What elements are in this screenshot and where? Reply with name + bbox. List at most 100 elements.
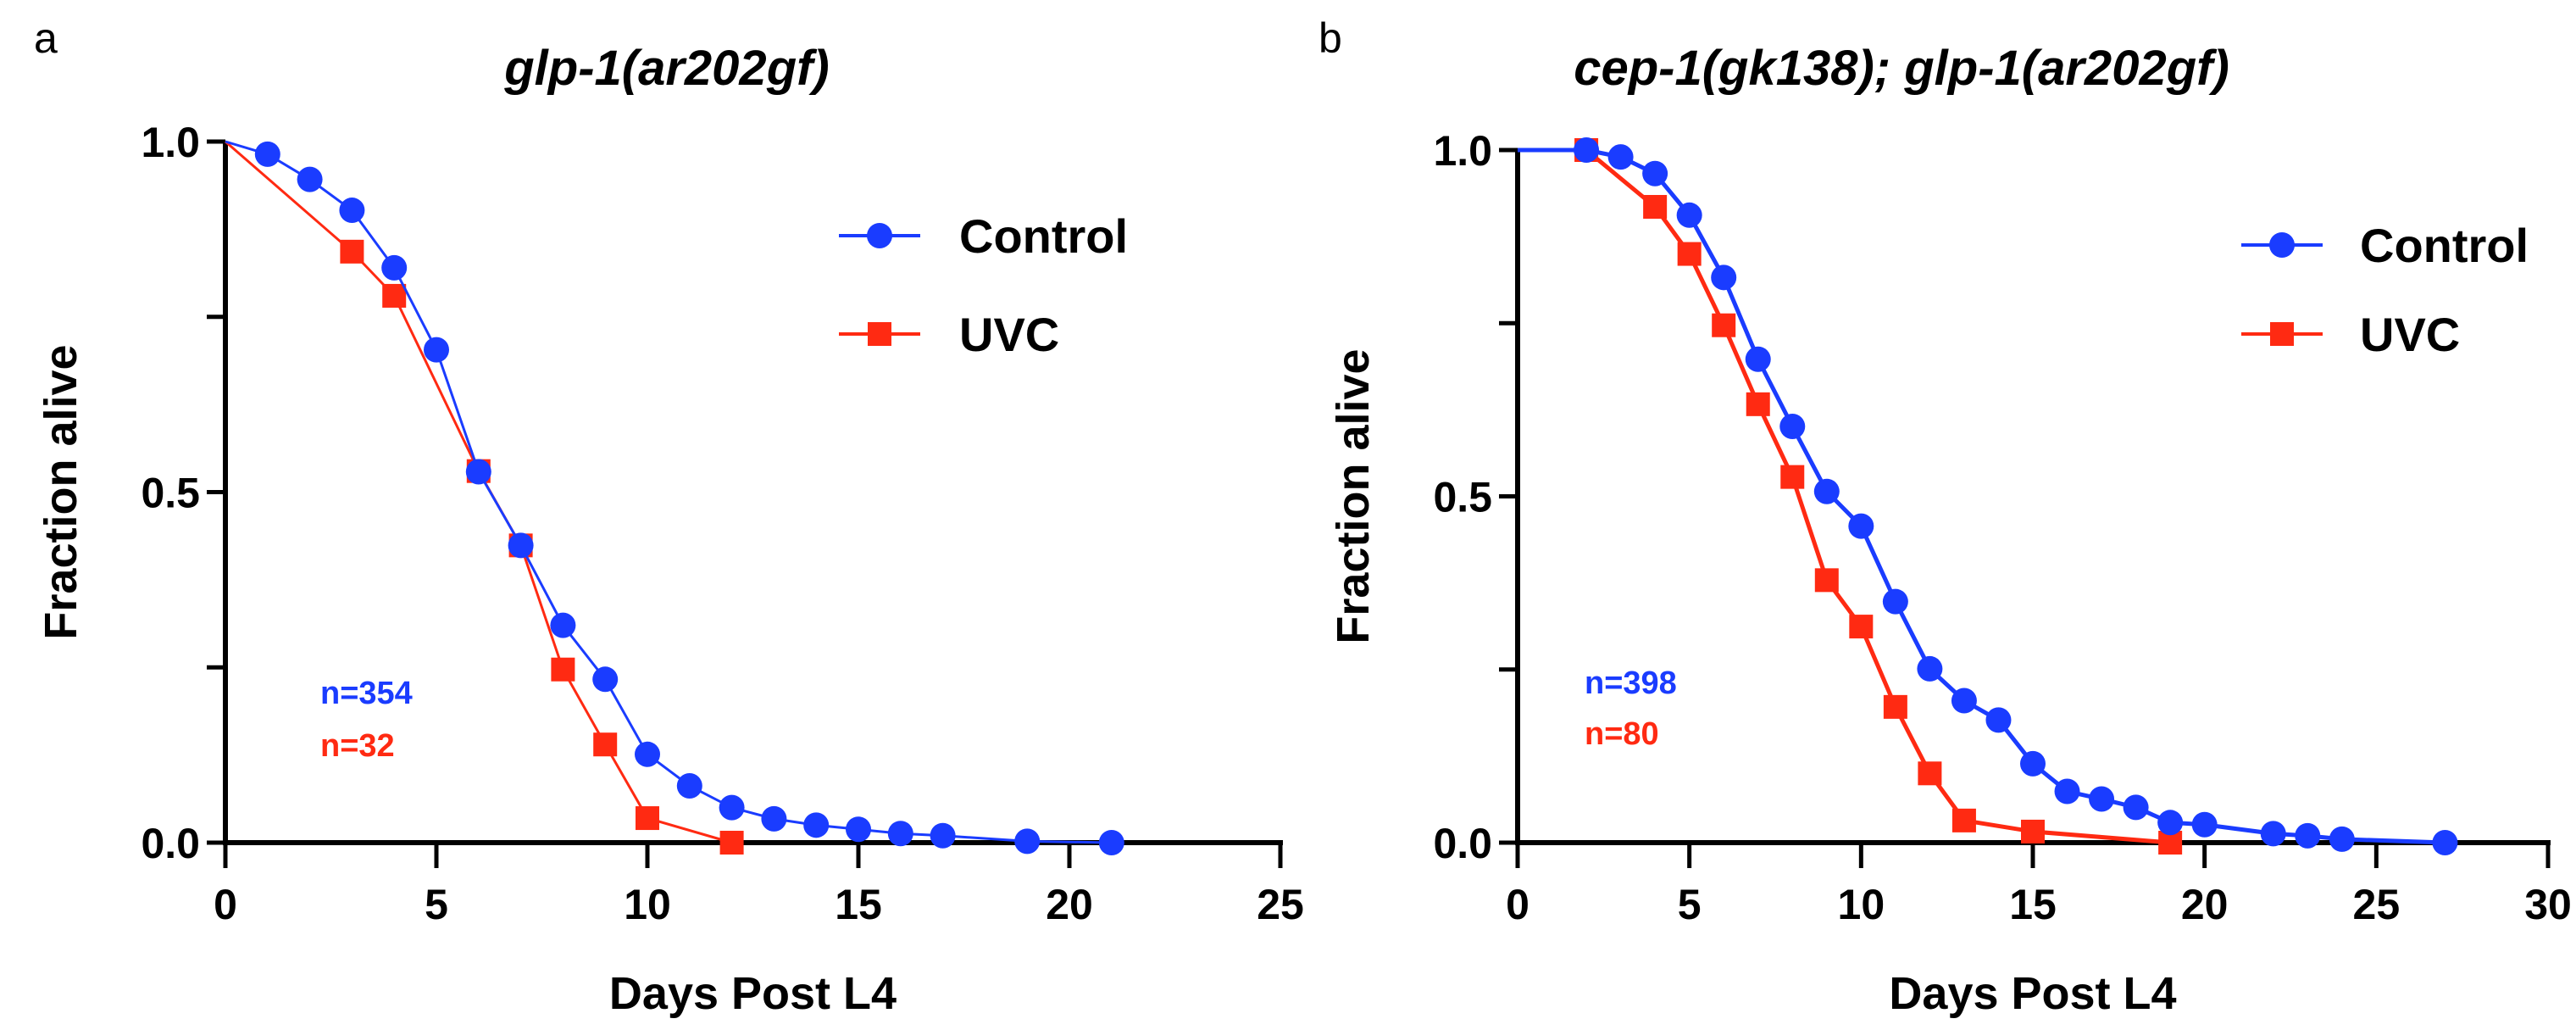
data-point-control: [2020, 750, 2046, 777]
chart-title: glp-1(ar202gf): [503, 41, 830, 96]
legend-circle-marker: [867, 223, 892, 248]
y-tick-label: 0.5: [141, 470, 200, 517]
x-tick-label: 25: [2353, 881, 2401, 928]
y-axis-label: Fraction alive: [1328, 348, 1379, 643]
series-uvc: [1574, 138, 2183, 855]
x-tick-label: 15: [2009, 881, 2057, 928]
data-point-control: [424, 337, 449, 363]
x-tick-label: 30: [2524, 881, 2572, 928]
legend-square-marker: [868, 322, 891, 346]
x-tick-label: 20: [1046, 881, 1093, 928]
data-point-uvc: [382, 283, 407, 308]
y-axis-label: Fraction alive: [36, 344, 86, 639]
data-point-control: [592, 666, 619, 693]
data-point-control: [1098, 830, 1124, 855]
data-point-uvc: [719, 831, 744, 855]
legend-label: UVC: [959, 308, 1059, 361]
data-point-control: [846, 816, 871, 843]
data-point-control: [2191, 811, 2218, 838]
panel-b: b cep-1(gk138); glp-1(ar202gf) 0.0 0.5 1.0 0 5…: [1319, 14, 2572, 1019]
panel-a: a glp-1(ar202gf) 0.0 0.5 1.0 0 5 10 15 20 25 Fracti…: [34, 14, 1304, 1019]
sample-size-label: n=354: [320, 676, 413, 711]
data-point-control: [2260, 821, 2286, 847]
data-point-uvc: [2021, 819, 2045, 843]
chart-title: cep-1(gk138); glp-1(ar202gf): [1574, 41, 2229, 96]
data-point-uvc: [1712, 313, 1736, 337]
data-point-control: [803, 812, 830, 838]
x-tick-label: 10: [1838, 881, 1885, 928]
data-point-control: [1848, 513, 1874, 539]
data-point-control: [676, 773, 702, 799]
sample-size-label: n=32: [320, 728, 395, 764]
data-point-control: [1917, 655, 1943, 682]
data-point-control: [1676, 202, 1702, 228]
data-point-control: [1813, 478, 1840, 504]
x-tick-label: 5: [425, 881, 448, 928]
data-point-control: [1607, 144, 1634, 170]
data-point-control: [2123, 794, 2149, 821]
data-point-control: [1882, 588, 1908, 615]
x-tick-label: 0: [1506, 881, 1530, 928]
data-point-control: [719, 794, 745, 821]
data-point-uvc: [1918, 761, 1942, 786]
series-uvc: [225, 140, 744, 855]
data-point-uvc: [1643, 194, 1668, 219]
data-point-control: [508, 532, 534, 559]
legend-circle-marker: [2269, 232, 2295, 258]
sample-size-label: n=80: [1585, 716, 1659, 752]
data-point-uvc: [1677, 242, 1702, 266]
data-point-uvc: [1849, 615, 1874, 639]
data-point-control: [1642, 160, 1668, 187]
data-point-control: [465, 459, 491, 485]
data-point-control: [1014, 828, 1041, 855]
series-line-uvc: [1585, 148, 2171, 845]
data-point-control: [1985, 707, 2012, 733]
sample-size-label: n=398: [1585, 665, 1677, 701]
series-control: [1518, 137, 2458, 855]
data-point-control: [2295, 822, 2321, 849]
panel-letter: b: [1319, 14, 1342, 62]
data-point-uvc: [1814, 568, 1839, 593]
data-point-control: [1779, 413, 1806, 439]
data-point-control: [297, 166, 323, 192]
data-point-control: [339, 198, 365, 224]
y-tick-label: 0.0: [141, 820, 200, 867]
data-point-control: [254, 141, 280, 167]
legend-square-marker: [2270, 322, 2294, 346]
panel-letter: a: [34, 14, 58, 62]
data-point-control: [550, 612, 576, 638]
y-tick-label: 1.0: [141, 119, 200, 166]
legend-label: UVC: [2360, 308, 2460, 361]
series-line-uvc: [225, 140, 733, 844]
data-point-uvc: [1951, 808, 1976, 832]
x-tick-label: 25: [1257, 881, 1304, 928]
x-tick-label: 0: [214, 881, 237, 928]
data-point-uvc: [1746, 392, 1770, 416]
y-tick-label: 0.5: [1433, 474, 1492, 521]
data-point-uvc: [1780, 465, 1805, 489]
data-point-control: [2054, 778, 2080, 805]
data-point-control: [930, 822, 956, 849]
data-point-control: [381, 254, 408, 281]
x-tick-label: 5: [1678, 881, 1702, 928]
data-point-uvc: [551, 657, 575, 682]
data-point-control: [2157, 810, 2184, 836]
data-point-control: [1745, 346, 1771, 372]
data-point-uvc: [636, 806, 659, 831]
x-tick-label: 20: [2181, 881, 2229, 928]
data-point-control: [1711, 264, 1737, 291]
x-axis-label: Days Post L4: [609, 968, 897, 1019]
x-axis-label: Days Post L4: [1889, 968, 2176, 1019]
data-point-control: [2089, 786, 2115, 812]
data-point-control: [1951, 688, 1977, 714]
data-point-control: [2432, 830, 2458, 855]
data-point-control: [635, 741, 660, 767]
data-point-control: [887, 821, 913, 847]
legend-label: Control: [2360, 219, 2529, 272]
y-tick-label: 0.0: [1433, 820, 1492, 867]
data-point-control: [761, 805, 787, 832]
x-tick-label: 10: [624, 881, 671, 928]
series-control: [225, 140, 1124, 855]
